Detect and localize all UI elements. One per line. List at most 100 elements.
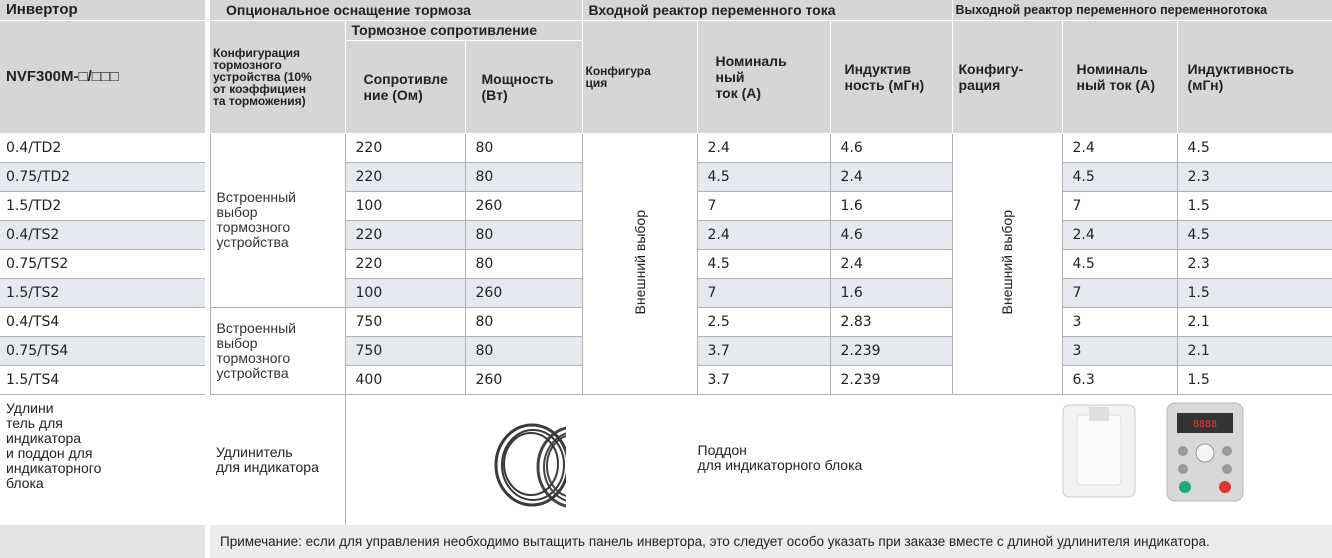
model-cell: 0.75/TD2	[0, 162, 205, 191]
model-cell: 0.4/TD2	[0, 133, 205, 162]
header-cell: Индуктив ность (мГн)	[830, 20, 952, 133]
value-cell: 100	[345, 278, 465, 307]
value-cell: 2.1	[1177, 307, 1332, 336]
spacer	[205, 365, 210, 394]
accessory-images: Поддон для индикаторного блока 8888	[345, 394, 1332, 525]
header-cell: Конфигу- рация	[952, 20, 1062, 133]
accessory-label: Удлини тель для индикатора и поддон для …	[0, 394, 205, 525]
device-images: 8888	[1051, 395, 1332, 526]
value-cell: 750	[345, 307, 465, 336]
value-cell: 4.6	[830, 133, 952, 162]
value-cell: 4.5	[697, 249, 830, 278]
header-cell: Номиналь ный ток (А)	[1062, 20, 1177, 133]
accessory-extension: Удлинитель для индикатора	[210, 394, 345, 525]
spec-table: Инвертор Опциональное оснащение тормоза …	[0, 0, 1332, 558]
header-cell: Индуктивность (мГн)	[1177, 20, 1332, 133]
header-cell: NVF300M-□/□□□	[0, 20, 205, 133]
header-cell: Входной реактор переменного тока	[582, 0, 952, 20]
value-cell: 1.6	[830, 278, 952, 307]
spacer	[205, 278, 210, 307]
value-cell: 2.239	[830, 336, 952, 365]
model-cell: 0.4/TS4	[0, 307, 205, 336]
value-cell: 4.6	[830, 220, 952, 249]
value-cell: 80	[465, 220, 582, 249]
value-cell: 220	[345, 133, 465, 162]
value-cell: 80	[465, 133, 582, 162]
model-cell: 0.75/TS4	[0, 336, 205, 365]
value-cell: 260	[465, 278, 582, 307]
header-cell: Опциональное оснащение тормоза	[210, 0, 582, 20]
header-cell: Выходной реактор переменного переменного…	[952, 0, 1332, 20]
value-cell: 400	[345, 365, 465, 394]
value-cell: 2.4	[697, 133, 830, 162]
value-cell: 220	[345, 162, 465, 191]
value-cell: 2.4	[1062, 133, 1177, 162]
page: Инвертор Опциональное оснащение тормоза …	[0, 0, 1332, 558]
input-config: Внешний выбор	[582, 133, 697, 394]
value-cell: 4.5	[1177, 133, 1332, 162]
value-cell: 260	[465, 191, 582, 220]
value-cell: 3	[1062, 336, 1177, 365]
output-config: Внешний выбор	[952, 133, 1062, 394]
cable-coil	[496, 425, 566, 505]
header-cell: Номиналь ный ток (А)	[697, 20, 830, 133]
value-cell: 3.7	[697, 365, 830, 394]
header-cell: Конфигура ция	[582, 20, 697, 133]
cable-image-2	[466, 395, 566, 526]
value-cell: 80	[465, 249, 582, 278]
value-cell: 1.6	[830, 191, 952, 220]
header-cell: Конфигурация тормозного устройства (10% …	[210, 20, 345, 133]
value-cell: 2.3	[1177, 249, 1332, 278]
value-cell: 2.4	[830, 249, 952, 278]
model-cell: 0.75/TS2	[0, 249, 205, 278]
value-cell: 100	[345, 191, 465, 220]
value-cell: 1.5	[1177, 278, 1332, 307]
spacer	[205, 220, 210, 249]
note-spacer	[0, 525, 205, 558]
value-cell: 750	[345, 336, 465, 365]
value-cell: 7	[697, 278, 830, 307]
value-cell: 3	[1062, 307, 1177, 336]
spacer	[205, 249, 210, 278]
spacer	[205, 162, 210, 191]
value-cell: 6.3	[1062, 365, 1177, 394]
value-cell: 1.5	[1177, 191, 1332, 220]
value-cell: 220	[345, 220, 465, 249]
value-cell: 1.5	[1177, 365, 1332, 394]
panel-image: 8888	[1167, 403, 1243, 501]
value-cell: 2.1	[1177, 336, 1332, 365]
tray-image	[1063, 405, 1135, 497]
brake-config: Встроенный выбор тормозного устройства	[210, 133, 345, 307]
value-cell: 2.83	[830, 307, 952, 336]
value-cell: 2.3	[1177, 162, 1332, 191]
spacer	[205, 336, 210, 365]
tray-label: Поддон для индикаторного блока	[698, 443, 863, 473]
value-cell: 260	[465, 365, 582, 394]
header-cell: Инвертор	[0, 0, 205, 20]
value-cell: 7	[1062, 191, 1177, 220]
value-cell: 2.4	[697, 220, 830, 249]
svg-text:8888: 8888	[1192, 419, 1216, 430]
value-cell: 2.5	[697, 307, 830, 336]
vertical-label: Внешний выбор	[632, 210, 648, 314]
value-cell: 80	[465, 336, 582, 365]
value-cell: 80	[465, 162, 582, 191]
value-cell: 4.5	[1177, 220, 1332, 249]
value-cell: 7	[1062, 278, 1177, 307]
value-cell: 7	[697, 191, 830, 220]
value-cell: 4.5	[1062, 249, 1177, 278]
spacer	[205, 191, 210, 220]
header-cell: Сопротивле ние (Ом)	[345, 40, 465, 133]
value-cell: 220	[345, 249, 465, 278]
header-cell: Тормозное сопротивление	[345, 20, 582, 40]
header-cell: Мощность (Вт)	[465, 40, 582, 133]
brake-config: Встроенный выбор тормозного устройства	[210, 307, 345, 394]
value-cell: 3.7	[697, 336, 830, 365]
value-cell: 2.239	[830, 365, 952, 394]
vertical-label: Внешний выбор	[999, 210, 1015, 314]
value-cell: 2.4	[830, 162, 952, 191]
model-cell: 1.5/TD2	[0, 191, 205, 220]
model-cell: 1.5/TS4	[0, 365, 205, 394]
